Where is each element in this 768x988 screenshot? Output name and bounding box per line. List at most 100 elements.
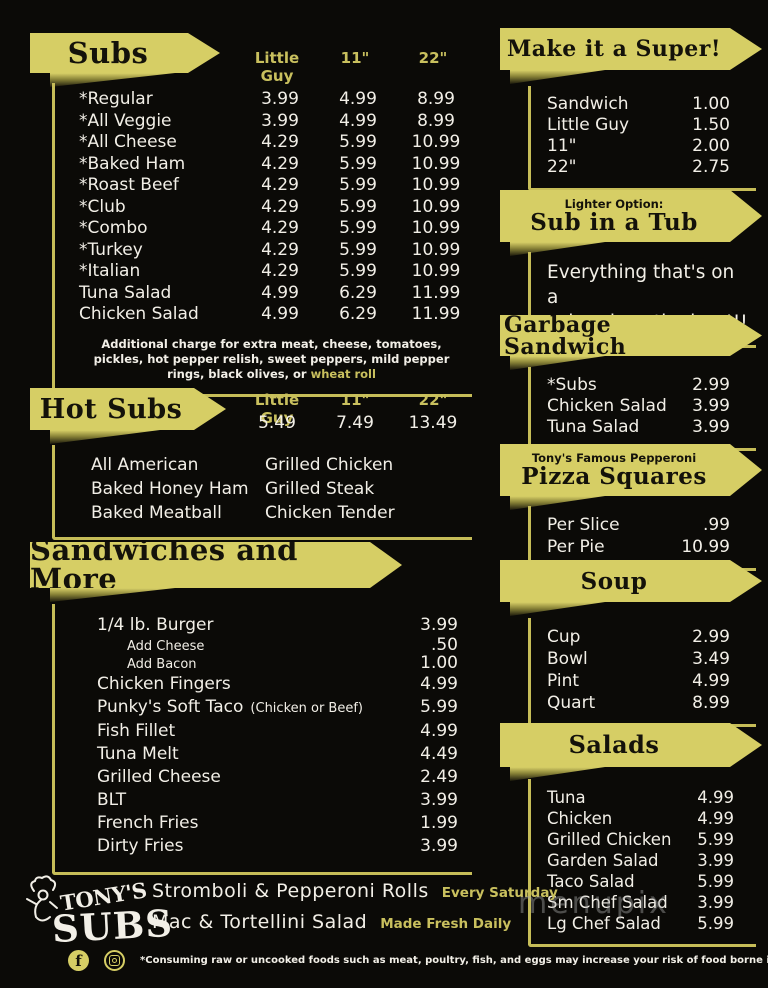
garbage-title: Garbage Sandwich — [504, 311, 627, 360]
hot-subs-size-headers: Little Guy 11" 22" — [52, 391, 472, 427]
col-11in: 11" — [340, 391, 370, 409]
menu-row: Lg Chef Salad 5.99 — [547, 914, 734, 933]
menu-row: Tuna 4.99 — [547, 788, 734, 807]
menu-row: All American — [91, 455, 199, 475]
tub-subtitle: Lighter Option: — [564, 196, 664, 211]
menu-row: *Italian 4.29 5.99 10.99 — [79, 261, 461, 281]
menu-row: *Roast Beef 4.29 5.99 10.99 — [79, 175, 461, 195]
special-line: Mac & Tortellini Salad Made Fresh Daily — [152, 911, 532, 933]
menu-row: *Club 4.29 5.99 10.99 — [79, 196, 461, 217]
item-note: (Chicken or Beef) — [250, 701, 363, 716]
soup-title: Soup — [580, 567, 648, 595]
menu-row: *All Veggie 3.99 4.99 8.99 — [79, 110, 455, 131]
tonys-subs-logo: TONY'S SUBS — [20, 872, 174, 978]
menu-row: 22" 2.75 — [547, 157, 730, 177]
subs-banner: Subs — [30, 33, 220, 73]
menu-row: Grilled Cheese 2.49 — [97, 767, 458, 787]
garbage-items-box: *Subs 2.99 Chicken Salad 3.99 Tuna Salad 3.… — [528, 367, 756, 451]
hot-subs-right-list: Grilled Chicken Grilled Steak Chicken Te… — [265, 453, 395, 525]
menu-row: 11" 2.00 — [547, 136, 730, 156]
hot-subs-banner: Hot Subs — [30, 388, 226, 430]
hot-subs-left-list: All American Baked Honey Ham Baked Meatb… — [55, 453, 265, 525]
menu-row: BLT 3.99 — [97, 790, 458, 810]
facebook-icon: f — [68, 950, 89, 971]
menu-row: Quart 8.99 — [547, 693, 730, 713]
menu-row: Tuna Salad 4.99 6.29 11.99 — [79, 282, 461, 303]
menu-row: Chicken Salad 4.99 6.29 11.99 — [79, 304, 461, 324]
soup-items-box: Cup 2.99 Bowl 3.49 Pint 4.99 Quart 8.99 — [528, 618, 756, 727]
super-items-box: Sandwich 1.00 Little Guy 1.50 11" 2.00 22" 2… — [528, 86, 756, 191]
menu-row: *Baked Ham 4.29 5.99 10.99 — [79, 153, 461, 174]
pizza-banner: Tony's Famous Pepperoni Pizza Squares — [500, 444, 762, 496]
salads-items-box: Tuna 4.99 Chicken 4.99 Grilled Chicken 5.99… — [528, 779, 756, 947]
col-22in: 22" — [418, 49, 448, 67]
watermark: menupix — [518, 886, 670, 921]
menu-row: Per Slice .99 — [547, 515, 730, 535]
menu-row: Chicken 4.99 — [547, 809, 734, 828]
col-22in: 22" — [418, 391, 448, 409]
pizza-subtitle: Tony's Famous Pepperoni — [531, 450, 697, 465]
col-11in: 11" — [340, 49, 370, 67]
menu-row: Add Bacon 1.00 — [127, 653, 458, 673]
social-icons: f — [68, 950, 125, 971]
menu-row: *Subs 2.99 — [547, 375, 730, 395]
menu-row: *Regular 3.99 4.99 8.99 — [79, 89, 455, 109]
special-line: Stromboli & Pepperoni Rolls Every Saturd… — [152, 880, 558, 902]
salads-banner: Salads — [500, 723, 762, 767]
menu-row: Baked Honey Ham — [91, 479, 249, 499]
special-name: Mac & Tortellini Salad — [152, 911, 368, 933]
menu-row: Grilled Chicken 5.99 — [547, 830, 734, 849]
banner-fold — [510, 70, 605, 84]
menu-row: Little Guy 1.50 — [547, 115, 730, 135]
footer-specials: Stromboli & Pepperoni Rolls Every Saturd… — [152, 880, 558, 933]
menu-row: Dirty Fries 3.99 — [97, 836, 458, 856]
hot-subs-title: Hot Subs — [39, 393, 183, 425]
sandwiches-banner: Sandwiches and More — [30, 542, 402, 588]
menu-row: Baked Meatball — [91, 503, 222, 523]
menu-row: Chicken Tender — [265, 503, 395, 523]
subs-items-box: *Regular 3.99 4.99 8.99 *All Veggie 3.99 4.99… — [52, 83, 472, 397]
menu-row: Chicken Salad 3.99 — [547, 396, 730, 416]
sandwiches-title: Sandwiches and More — [30, 533, 298, 596]
menu-row: Grilled Chicken — [265, 455, 394, 475]
super-title: Make it a Super! — [506, 36, 722, 62]
special-name: Stromboli & Pepperoni Rolls — [152, 880, 429, 902]
menu-row: Per Pie 10.99 — [547, 537, 730, 557]
banner-fold — [510, 602, 605, 616]
menu-row: Taco Salad 5.99 — [547, 872, 734, 891]
menu-row: Grilled Steak — [265, 479, 375, 499]
col-little-guy: Little Guy — [254, 49, 300, 85]
menu-row: Pint 4.99 — [547, 671, 730, 691]
sandwiches-items-box: 1/4 lb. Burger 3.99 Add Cheese .50 Add Bac… — [52, 604, 472, 875]
menu-row: Chicken Fingers 4.99 — [97, 674, 458, 694]
menu-row: 1/4 lb. Burger 3.99 — [97, 615, 458, 635]
food-safety-disclaimer: *Consuming raw or uncooked foods such as… — [140, 955, 768, 966]
special-note: Every Saturday — [441, 885, 558, 901]
menu-row: Sm Chef Salad 3.99 — [547, 893, 734, 912]
tub-banner: Lighter Option: Sub in a Tub — [500, 190, 762, 242]
menu-row: French Fries 1.99 — [97, 813, 458, 833]
instagram-icon — [104, 950, 125, 971]
salads-title: Salads — [568, 730, 660, 759]
menu-row: Fish Fillet 4.99 — [97, 721, 458, 741]
menu-row: Garden Salad 3.99 — [547, 851, 734, 870]
menu-row: Sandwich 1.00 — [547, 94, 730, 114]
pizza-title: Pizza Squares — [521, 463, 707, 491]
garbage-banner: Garbage Sandwich — [500, 315, 762, 356]
subs-title: Subs — [67, 35, 149, 70]
menu-row: *Turkey 4.29 5.99 10.99 — [79, 239, 461, 260]
menu-row: Punky's Soft Taco (Chicken or Beef) 5.99 — [97, 697, 458, 717]
menu-row: Bowl 3.49 — [547, 649, 730, 669]
special-note: Made Fresh Daily — [380, 916, 512, 932]
super-banner: Make it a Super! — [500, 28, 762, 70]
chef-icon — [26, 875, 58, 922]
menu-row: Add Cheese .50 — [127, 635, 458, 655]
menu-row: Tuna Salad 3.99 — [547, 417, 730, 437]
menu-row: Cup 2.99 — [547, 627, 730, 647]
menu-row: *All Cheese 4.29 5.99 10.99 — [79, 132, 461, 152]
col-little-guy: Little Guy — [254, 391, 300, 427]
menu-row: Tuna Melt 4.49 — [97, 744, 458, 764]
subs-extra-charge-note: Additional charge for extra meat, cheese… — [93, 336, 450, 381]
note-highlight: wheat roll — [310, 366, 376, 381]
